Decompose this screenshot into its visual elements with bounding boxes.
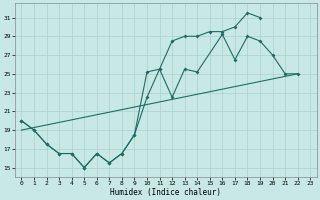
X-axis label: Humidex (Indice chaleur): Humidex (Indice chaleur) [110, 188, 221, 197]
